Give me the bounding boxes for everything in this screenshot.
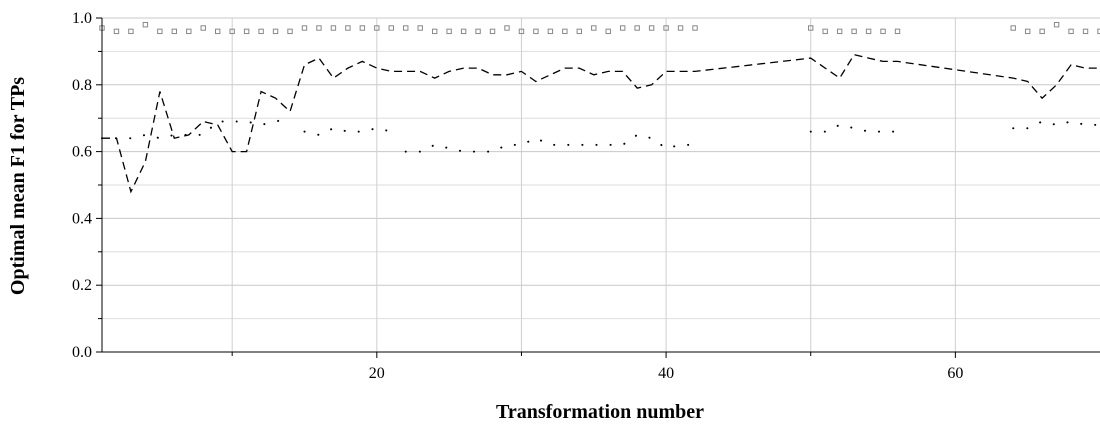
square-marker-point [663, 25, 669, 31]
square-marker-point [692, 25, 698, 31]
square-marker-point [591, 25, 597, 31]
square-marker-point [836, 28, 843, 35]
square-marker-point [186, 28, 192, 35]
square-marker-point [576, 28, 583, 35]
square-marker-point [648, 25, 655, 31]
square-marker-point [171, 28, 178, 35]
y-axis-title: Optimal mean F1 for TPs [7, 77, 29, 295]
square-marker-point [808, 25, 814, 31]
square-marker-point [200, 25, 206, 31]
square-marker-point [446, 28, 452, 35]
dotted-series-line [809, 123, 899, 133]
axes [96, 17, 1100, 358]
square-marker-point [301, 25, 308, 31]
y-tick-labels: 0.0 0.2 0.4 0.6 0.8 1.0 [72, 10, 92, 361]
square-marker-point [287, 28, 293, 35]
square-marker-point [1068, 28, 1074, 35]
square-marker-point [489, 28, 496, 35]
y-tick-label: 1.0 [72, 10, 92, 27]
square-marker-point [865, 28, 872, 35]
square-marker-point [1082, 28, 1089, 35]
square-marker-point [562, 28, 568, 35]
square-marker-point [851, 28, 857, 35]
square-marker-point [345, 25, 351, 31]
square-marker-point [504, 25, 510, 31]
square-marker-point [1097, 28, 1100, 35]
x-axis-title: Transformation number [496, 401, 704, 423]
square-marker-point [518, 28, 525, 35]
square-marker-point [1024, 28, 1031, 35]
square-marker-point [634, 25, 640, 31]
square-marker-point [359, 25, 366, 31]
square-marker-point [1010, 25, 1016, 31]
square-marker-point [822, 28, 828, 35]
x-tick-label: 60 [947, 365, 963, 382]
square-marker-point [605, 28, 611, 35]
square-marker-point [533, 28, 539, 35]
square-marker-point [431, 28, 438, 35]
dotted-series-line [404, 133, 696, 153]
square-marker-point [374, 25, 380, 31]
y-tick-label: 0.0 [72, 344, 92, 361]
square-marker-point [460, 28, 467, 35]
square-marker-point [880, 28, 886, 35]
square-marker-point [113, 28, 120, 35]
square-marker-point [330, 25, 337, 31]
square-marker-point [272, 28, 279, 35]
square-marker-point [142, 21, 149, 28]
square-marker-point [619, 25, 626, 31]
square-marker-point [258, 28, 264, 35]
square-marker-point [215, 28, 221, 35]
square-marker-point [475, 28, 481, 35]
square-marker-point [417, 25, 423, 31]
square-marker-point [677, 25, 684, 31]
square-marker-point [128, 28, 134, 35]
square-marker-point [1053, 21, 1060, 28]
dashed-series-line [102, 53, 1100, 194]
square-marker-point [243, 28, 250, 35]
x-tick-label: 20 [369, 365, 385, 382]
square-marker-point [316, 25, 322, 31]
y-tick-label: 0.2 [72, 277, 92, 294]
dotted-series-line [303, 127, 393, 136]
y-tick-label: 0.4 [72, 210, 92, 227]
y-tick-label: 0.8 [72, 77, 92, 94]
series-layer [99, 21, 1100, 194]
square-marker-point [157, 28, 163, 35]
x-tick-labels: 20 40 60 [369, 365, 964, 382]
square-marker-point [388, 25, 394, 31]
square-marker-point [1039, 28, 1045, 35]
square-marker-point [547, 28, 554, 35]
square-marker-point [894, 28, 901, 35]
square-marker-point [229, 28, 235, 35]
dotted-series-line [1012, 120, 1100, 130]
square-marker-point [403, 25, 409, 31]
grid [102, 17, 1100, 352]
x-tick-label: 40 [658, 365, 674, 382]
y-tick-label: 0.6 [72, 144, 92, 161]
